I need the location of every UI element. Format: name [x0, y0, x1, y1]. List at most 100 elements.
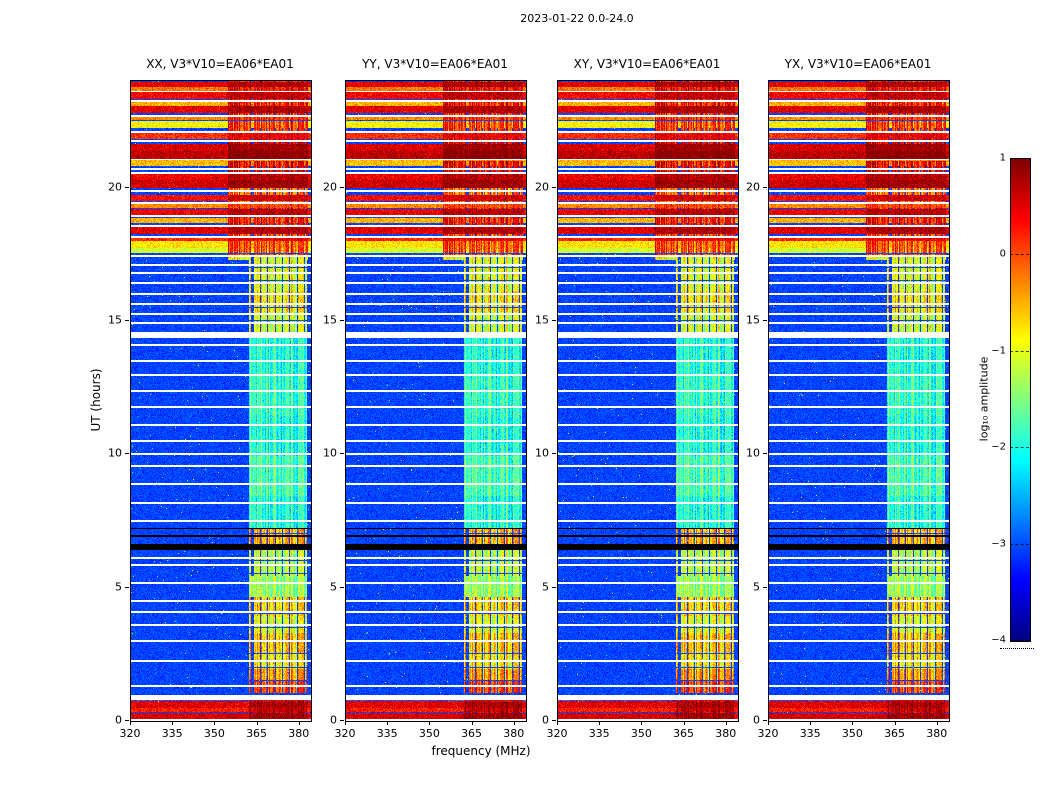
x-tick-mark — [725, 721, 727, 725]
panel-title-yx: YX, V3*V10=EA06*EA01 — [784, 57, 932, 71]
figure-title: 2023-01-22 0.0-24.0 — [520, 12, 634, 25]
y-tick-mark — [125, 320, 129, 321]
x-tick-mark — [641, 721, 643, 725]
x-tick-mark — [513, 721, 515, 725]
colorbar-tick-mark — [1010, 158, 1029, 159]
x-tick-mark — [936, 721, 938, 725]
x-tick-mark — [130, 721, 131, 725]
y-tick-mark — [552, 186, 556, 188]
y-tick-label: 10 — [746, 446, 760, 460]
x-tick-mark — [683, 721, 685, 725]
y-tick-label: 20 — [535, 180, 549, 194]
y-tick-mark — [125, 453, 129, 455]
y-tick-label: 5 — [542, 580, 549, 594]
x-axis-label: frequency (MHz) — [431, 744, 531, 758]
x-tick-label: 350 — [418, 727, 440, 740]
x-tick-label: 380 — [503, 727, 525, 740]
x-tick-label: 365 — [461, 727, 483, 740]
y-tick-label: 10 — [535, 446, 549, 460]
y-tick-mark — [340, 453, 344, 455]
spectrogram-panel-yy — [345, 80, 527, 722]
x-tick-mark — [298, 721, 300, 725]
x-tick-mark — [599, 721, 601, 725]
y-tick-mark — [552, 320, 556, 321]
colorbar-label: log₁₀ amplitude — [977, 356, 991, 442]
x-tick-label: 350 — [630, 727, 652, 740]
y-axis-label: UT (hours) — [89, 368, 103, 432]
spectrogram-panel-xy — [557, 80, 739, 722]
y-tick-mark — [763, 186, 767, 188]
x-tick-mark — [471, 721, 473, 725]
y-tick-mark — [763, 453, 767, 455]
x-tick-label: 335 — [588, 727, 610, 740]
y-tick-label: 15 — [535, 313, 549, 327]
y-tick-mark — [340, 720, 344, 721]
colorbar-tick-mark — [1010, 447, 1029, 449]
x-tick-mark — [768, 721, 769, 725]
y-tick-label: 5 — [753, 580, 760, 594]
y-tick-mark — [125, 186, 129, 188]
y-tick-mark — [763, 586, 767, 588]
y-tick-mark — [552, 453, 556, 455]
x-tick-mark — [256, 721, 258, 725]
panel-title-xx: XX, V3*V10=EA06*EA01 — [146, 57, 294, 71]
y-tick-label: 5 — [330, 580, 337, 594]
x-tick-label: 350 — [841, 727, 863, 740]
y-tick-label: 0 — [753, 713, 760, 727]
colorbar-tick-label: 1 — [999, 152, 1006, 164]
colorbar-dotted-end — [1000, 648, 1034, 649]
colorbar-tick-mark — [1010, 640, 1029, 641]
x-tick-label: 320 — [334, 727, 356, 740]
x-tick-label: 365 — [884, 727, 906, 740]
y-tick-mark — [125, 720, 129, 721]
y-tick-mark — [552, 720, 556, 721]
colorbar — [1010, 158, 1031, 642]
x-tick-label: 335 — [161, 727, 183, 740]
x-tick-mark — [894, 721, 896, 725]
colorbar-tick-mark — [1010, 350, 1029, 352]
x-tick-label: 350 — [203, 727, 225, 740]
y-tick-label: 15 — [746, 313, 760, 327]
y-tick-label: 0 — [115, 713, 122, 727]
y-tick-mark — [763, 320, 767, 321]
y-tick-label: 20 — [323, 180, 337, 194]
y-tick-label: 0 — [330, 713, 337, 727]
colorbar-tick-mark — [1010, 543, 1029, 545]
x-tick-label: 320 — [546, 727, 568, 740]
x-tick-mark — [387, 721, 389, 725]
y-tick-label: 10 — [108, 446, 122, 460]
y-tick-mark — [340, 320, 344, 321]
x-tick-label: 380 — [715, 727, 737, 740]
x-tick-label: 380 — [926, 727, 948, 740]
x-tick-label: 380 — [288, 727, 310, 740]
colorbar-tick-label: −2 — [991, 441, 1006, 453]
y-tick-label: 15 — [108, 313, 122, 327]
panel-title-yy: YY, V3*V10=EA06*EA01 — [362, 57, 508, 71]
x-tick-mark — [214, 721, 216, 725]
spectrogram-panel-yx — [768, 80, 950, 722]
colorbar-tick-label: −1 — [991, 345, 1006, 357]
y-tick-label: 15 — [323, 313, 337, 327]
y-tick-mark — [552, 586, 556, 588]
y-tick-label: 10 — [323, 446, 337, 460]
y-tick-label: 0 — [542, 713, 549, 727]
x-tick-mark — [172, 721, 174, 725]
colorbar-tick-label: −3 — [991, 538, 1006, 550]
y-tick-mark — [125, 586, 129, 588]
y-tick-label: 20 — [746, 180, 760, 194]
x-tick-label: 365 — [246, 727, 268, 740]
y-tick-mark — [340, 586, 344, 588]
x-tick-mark — [345, 721, 346, 725]
panel-title-xy: XY, V3*V10=EA06*EA01 — [573, 57, 721, 71]
x-tick-mark — [852, 721, 854, 725]
x-tick-label: 335 — [799, 727, 821, 740]
colorbar-tick-label: 0 — [999, 248, 1006, 260]
x-tick-mark — [810, 721, 812, 725]
y-tick-mark — [340, 186, 344, 188]
x-tick-mark — [557, 721, 558, 725]
y-tick-label: 20 — [108, 180, 122, 194]
colorbar-tick-label: −4 — [991, 634, 1006, 646]
x-tick-label: 335 — [376, 727, 398, 740]
x-tick-mark — [429, 721, 431, 725]
